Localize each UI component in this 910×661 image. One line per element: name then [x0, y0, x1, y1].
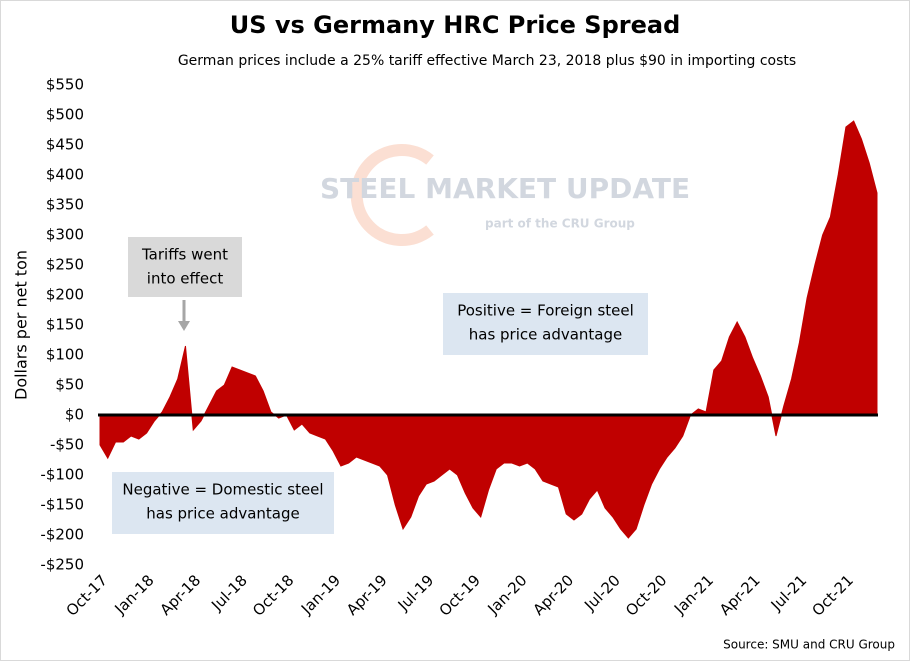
y-tick-label: -$250: [40, 556, 84, 574]
annotation-box: [112, 472, 334, 534]
annotation-text: Negative = Domestic steel: [122, 481, 323, 499]
annotation-box: [443, 293, 648, 355]
watermark-arc: [350, 144, 434, 246]
watermark-text: STEEL MARKET UPDATE: [320, 172, 690, 205]
y-tick-label: $500: [46, 106, 84, 124]
y-tick-label: $100: [46, 346, 84, 364]
y-tick-label: -$100: [40, 466, 84, 484]
annotation-text: into effect: [147, 270, 224, 288]
y-tick-label: $300: [46, 226, 84, 244]
y-tick-label: $550: [46, 76, 84, 94]
source-note: Source: SMU and CRU Group: [723, 638, 895, 652]
annotation-text: Positive = Foreign steel: [457, 302, 634, 320]
y-tick-label: $250: [46, 256, 84, 274]
y-tick-label: -$150: [40, 496, 84, 514]
y-tick-label: -$200: [40, 526, 84, 544]
chart-title: US vs Germany HRC Price Spread: [230, 11, 681, 39]
y-tick-label: $350: [46, 196, 84, 214]
annotation-text: has price advantage: [469, 326, 623, 344]
y-tick-label: $0: [65, 406, 84, 424]
watermark: STEEL MARKET UPDATE part of the CRU Grou…: [320, 144, 690, 246]
y-axis-title: Dollars per net ton: [12, 250, 31, 400]
y-tick-label: $400: [46, 166, 84, 184]
chart-subtitle: German prices include a 25% tariff effec…: [178, 53, 796, 69]
annotation-text: Tariffs went: [141, 246, 228, 264]
y-tick-label: $450: [46, 136, 84, 154]
annotation-text: has price advantage: [146, 505, 300, 523]
y-tick-label: $200: [46, 286, 84, 304]
y-tick-label: -$50: [50, 436, 84, 454]
annotation-box: [128, 237, 242, 297]
watermark-subtext: part of the CRU Group: [485, 217, 635, 231]
y-tick-label: $50: [55, 376, 84, 394]
annotation-arrowhead: [178, 321, 190, 331]
y-tick-label: $150: [46, 316, 84, 334]
area: [99, 120, 878, 539]
